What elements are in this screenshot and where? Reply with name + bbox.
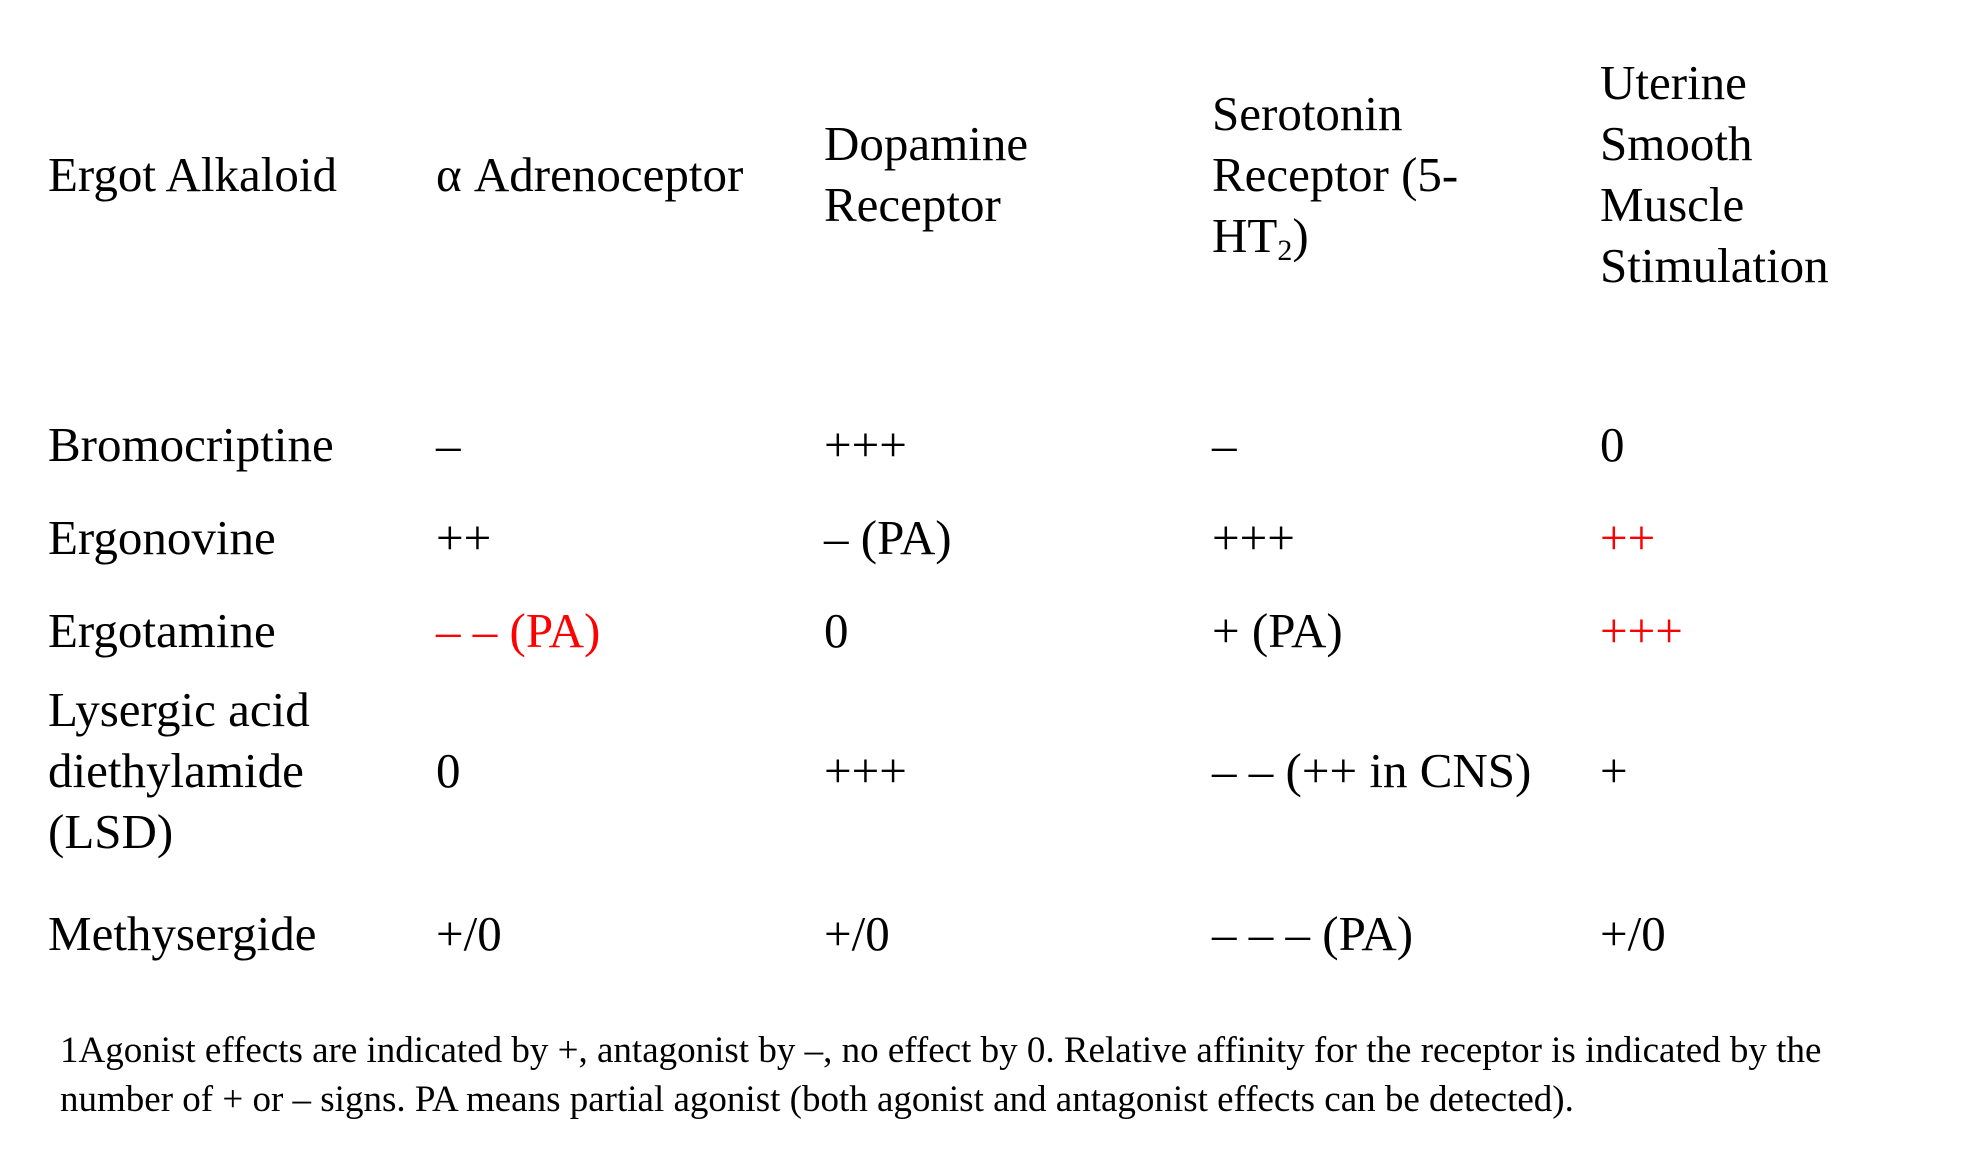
cell-uterine: +/0 (1600, 905, 1666, 961)
cell-alpha: – (436, 417, 461, 472)
cell-serotonin: – (1212, 417, 1237, 472)
cell-alkaloid-name-text: Lysergic acid diethylamide (LSD) (48, 681, 310, 859)
header-row: Ergot Alkaloid α Adrenoceptor Dopamine R… (48, 52, 1948, 296)
table-row: Ergotamine – – (PA) 0 + (PA) +++ (48, 584, 1948, 677)
header-alpha-adrenoceptor: α Adrenoceptor (436, 146, 744, 202)
ergot-alkaloid-table: Ergot Alkaloid α Adrenoceptor Dopamine R… (48, 52, 1948, 1003)
cell-uterine: + (1600, 742, 1628, 798)
header-ergot-alkaloid: Ergot Alkaloid (48, 146, 337, 202)
footnote: 1Agonist effects are indicated by +, ant… (60, 1030, 1822, 1120)
cell-serotonin: + (PA) (1212, 603, 1343, 658)
spacer-row (48, 296, 1948, 398)
header-serotonin-text: Serotonin Receptor (5-HT2) (1212, 83, 1512, 266)
header-serotonin-close: ) (1292, 207, 1309, 263)
cell-alkaloid-name: Bromocriptine (48, 417, 334, 472)
cell-serotonin: +++ (1212, 510, 1295, 565)
cell-alpha: ++ (436, 510, 492, 565)
cell-dopamine: +++ (824, 742, 907, 798)
table-row: Bromocriptine – +++ – 0 (48, 398, 1948, 491)
cell-alkaloid-name: Lysergic acid diethylamide (LSD) (48, 677, 436, 863)
cell-alkaloid-name: Methysergide (48, 905, 317, 961)
cell-uterine: +++ (1600, 603, 1683, 658)
cell-alkaloid-name: Ergotamine (48, 603, 276, 658)
cell-dopamine: +++ (824, 417, 907, 472)
header-serotonin-subscript: 2 (1277, 233, 1293, 267)
table-row: Lysergic acid diethylamide (LSD) 0 +++ –… (48, 677, 1948, 863)
cell-dopamine: 0 (824, 603, 849, 658)
header-uterine-text: Uterine Smooth Muscle Stimulation (1600, 55, 1829, 293)
cell-serotonin: – – – (PA) (1212, 905, 1414, 961)
cell-uterine: ++ (1600, 510, 1656, 565)
header-serotonin-main: Serotonin Receptor (5-HT (1212, 85, 1459, 263)
cell-uterine: 0 (1600, 417, 1625, 472)
header-serotonin-receptor: Serotonin Receptor (5-HT2) (1212, 52, 1600, 296)
table-row: Ergonovine ++ – (PA) +++ ++ (48, 491, 1948, 584)
cell-dopamine: – (PA) (824, 510, 952, 565)
table-row: Methysergide +/0 +/0 – – – (PA) +/0 (48, 863, 1948, 1003)
cell-alpha: +/0 (436, 905, 502, 961)
cell-alkaloid-name: Ergonovine (48, 510, 276, 565)
cell-dopamine: +/0 (824, 905, 890, 961)
header-dopamine-text: Dopamine Receptor (824, 116, 1029, 232)
header-dopamine-receptor: Dopamine Receptor (824, 52, 1212, 296)
cell-serotonin: – – (++ in CNS) (1212, 742, 1532, 798)
header-uterine-stimulation: Uterine Smooth Muscle Stimulation (1600, 52, 1948, 296)
cell-alpha: 0 (436, 742, 461, 798)
cell-alpha: – – (PA) (436, 603, 601, 658)
